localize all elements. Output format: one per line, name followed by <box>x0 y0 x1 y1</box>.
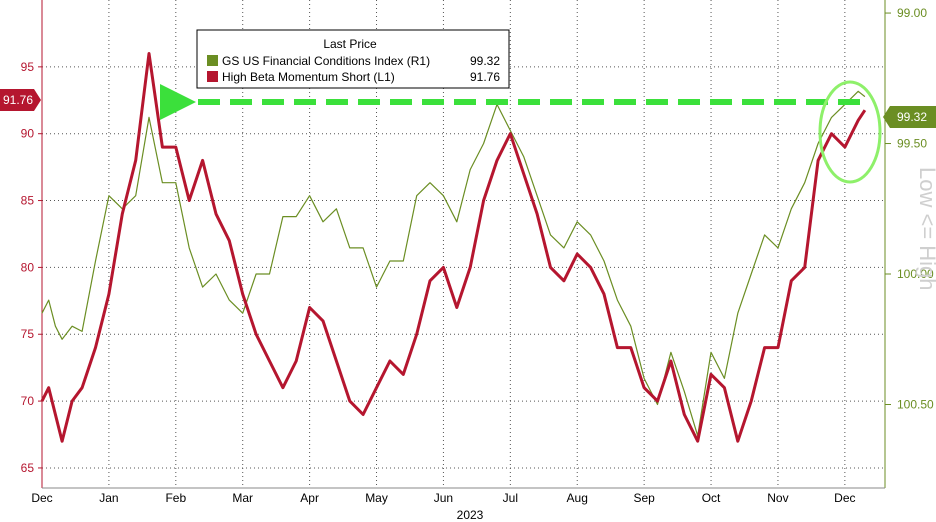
x-tick-label: Apr <box>300 491 319 505</box>
x-axis-label: 2023 <box>457 508 484 522</box>
series-line-high-beta-momentum-short <box>40 52 867 443</box>
right-side-label: Low <= High <box>915 167 936 291</box>
legend-label-hbm: High Beta Momentum Short (L1) <box>222 70 395 84</box>
axes <box>41 0 886 489</box>
right-last-value-badge: 99.32 <box>883 106 936 128</box>
series-layer <box>40 52 867 443</box>
right-axis-ticks: 99.00 99.50 100.00 100.50 <box>885 6 934 411</box>
x-tick-label: May <box>365 491 388 505</box>
left-tick-label: 75 <box>21 327 35 341</box>
legend-title: Last Price <box>323 37 377 51</box>
x-tick-label: Aug <box>567 491 588 505</box>
left-tick-label: 65 <box>21 461 35 475</box>
left-tick-label: 90 <box>21 127 35 141</box>
left-tick-label: 85 <box>21 194 35 208</box>
right-tick-label: 100.00 <box>897 267 934 281</box>
x-tick-label: Sep <box>633 491 655 505</box>
x-tick-label: Nov <box>767 491 788 505</box>
gridlines <box>41 0 885 488</box>
legend-box <box>196 29 510 89</box>
right-tick-label: 99.00 <box>897 6 927 20</box>
legend-label-gs: GS US Financial Conditions Index (R1) <box>222 54 430 68</box>
x-tick-label: Dec <box>31 491 52 505</box>
x-tick-label: Jul <box>503 491 518 505</box>
annotation-circle <box>818 80 882 184</box>
right-tick-label: 99.50 <box>897 137 927 151</box>
left-tick-label: 70 <box>21 394 35 408</box>
x-tick-label: Feb <box>165 491 186 505</box>
x-tick-label: Dec <box>834 491 855 505</box>
legend-swatch-gs <box>207 55 218 66</box>
series-line-gs-financial-conditions <box>41 90 866 437</box>
legend-value-hbm: 91.76 <box>470 70 500 84</box>
left-tick-label: 95 <box>21 60 35 74</box>
left-last-value-badge: 91.76 <box>0 89 41 111</box>
right-last-value: 99.32 <box>897 110 927 124</box>
right-tick-label: 100.50 <box>897 397 934 411</box>
x-tick-label: Mar <box>232 491 253 505</box>
legend-value-gs: 99.32 <box>470 54 500 68</box>
legend-swatch-hbm <box>207 71 218 82</box>
x-axis-ticks: Dec Jan Feb Mar Apr May Jun Jul Aug Sep Oct Nov Dec <box>31 491 855 505</box>
legend: Last Price GS US Financial Conditions In… <box>196 29 510 89</box>
x-tick-label: Jun <box>434 491 453 505</box>
left-tick-label: 80 <box>21 260 35 274</box>
x-tick-label: Oct <box>702 491 721 505</box>
left-last-value: 91.76 <box>3 93 33 107</box>
x-tick-label: Jan <box>99 491 118 505</box>
left-axis-ticks: 65 70 75 80 85 90 95 <box>21 60 42 475</box>
